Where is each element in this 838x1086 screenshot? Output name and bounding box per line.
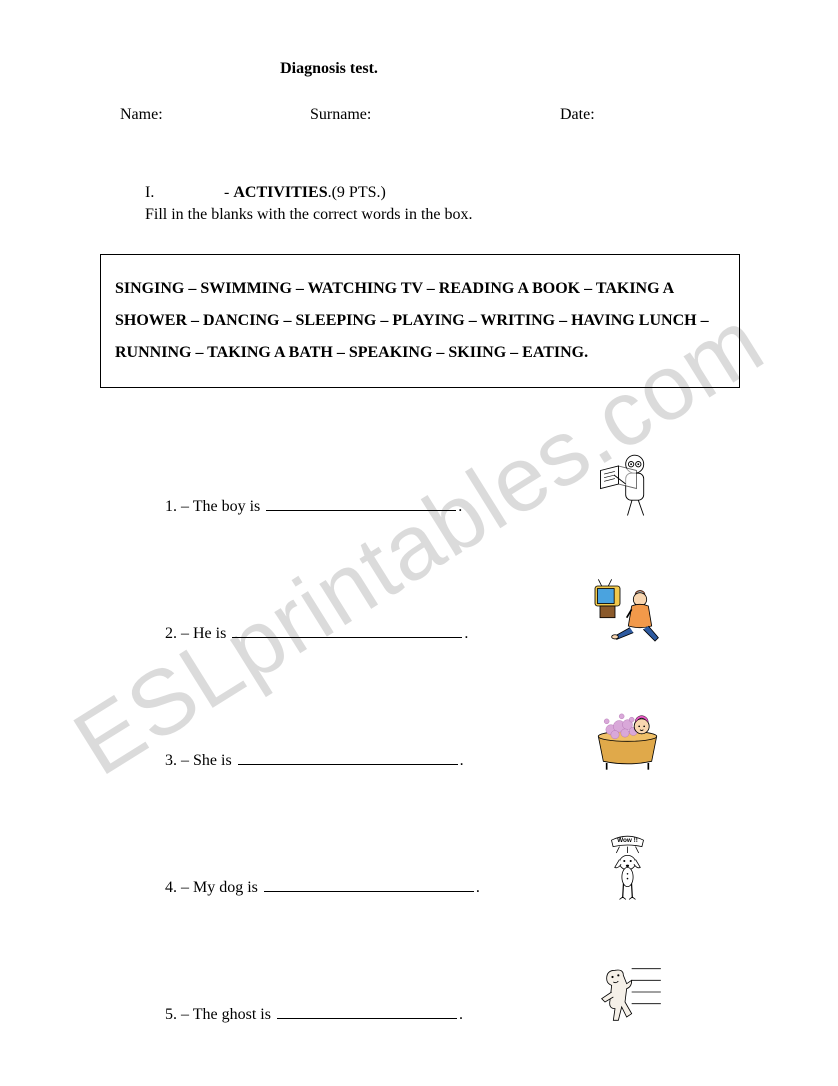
- question-row: 2. – He is .: [165, 575, 725, 647]
- bath-icon: [590, 702, 665, 774]
- question-suffix: .: [458, 498, 462, 515]
- question-text: 3. – She is .: [165, 749, 464, 774]
- dog-barking-icon: Wow !!: [590, 829, 665, 901]
- fill-blank[interactable]: [277, 1003, 457, 1019]
- question-suffix: .: [460, 752, 464, 769]
- question-row: 3. – She is .: [165, 702, 725, 774]
- word-box: SINGING – SWIMMING – WATCHING TV – READI…: [100, 254, 740, 388]
- section-1: I. - ACTIVITIES.(9 PTS.) Fill in the bla…: [145, 184, 705, 224]
- questions-list: 1. – The boy is .: [165, 448, 725, 1028]
- question-prefix: – The ghost is: [181, 1006, 275, 1023]
- watching-tv-icon: [590, 575, 665, 647]
- question-suffix: .: [476, 879, 480, 896]
- svg-text:Wow !!: Wow !!: [617, 837, 638, 844]
- question-row: 1. – The boy is .: [165, 448, 725, 520]
- question-suffix: .: [464, 625, 468, 642]
- section-heading: ACTIVITIES: [233, 184, 327, 201]
- question-text: 2. – He is .: [165, 622, 468, 647]
- header-row: Name: Surname: Date:: [120, 106, 838, 124]
- fill-blank[interactable]: [238, 749, 458, 765]
- question-prefix: – He is: [181, 625, 230, 642]
- question-prefix: – She is: [181, 752, 236, 769]
- question-number: 1.: [165, 498, 177, 515]
- surname-label: Surname:: [310, 106, 560, 124]
- question-number: 3.: [165, 752, 177, 769]
- running-icon: [590, 956, 665, 1028]
- page-title: Diagnosis test.: [0, 60, 838, 78]
- section-instruction: Fill in the blanks with the correct word…: [145, 206, 705, 224]
- question-row: 4. – My dog is . Wow !!: [165, 829, 725, 901]
- question-number: 5.: [165, 1006, 177, 1023]
- question-suffix: .: [459, 1006, 463, 1023]
- section-dash: -: [224, 184, 229, 201]
- date-label: Date:: [560, 106, 680, 124]
- section-roman: I.: [145, 184, 220, 202]
- question-prefix: – The boy is: [181, 498, 264, 515]
- worksheet-page: ESLprintables.com Diagnosis test. Name: …: [0, 0, 838, 1086]
- question-text: 4. – My dog is .: [165, 876, 480, 901]
- section-points: .(9 PTS.): [328, 184, 386, 201]
- question-text: 1. – The boy is .: [165, 495, 462, 520]
- fill-blank[interactable]: [232, 622, 462, 638]
- question-text: 5. – The ghost is .: [165, 1003, 463, 1028]
- question-number: 2.: [165, 625, 177, 642]
- name-label: Name:: [120, 106, 310, 124]
- fill-blank[interactable]: [264, 876, 474, 892]
- fill-blank[interactable]: [266, 495, 456, 511]
- question-number: 4.: [165, 879, 177, 896]
- question-prefix: – My dog is: [181, 879, 262, 896]
- reading-icon: [590, 448, 665, 520]
- question-row: 5. – The ghost is .: [165, 956, 725, 1028]
